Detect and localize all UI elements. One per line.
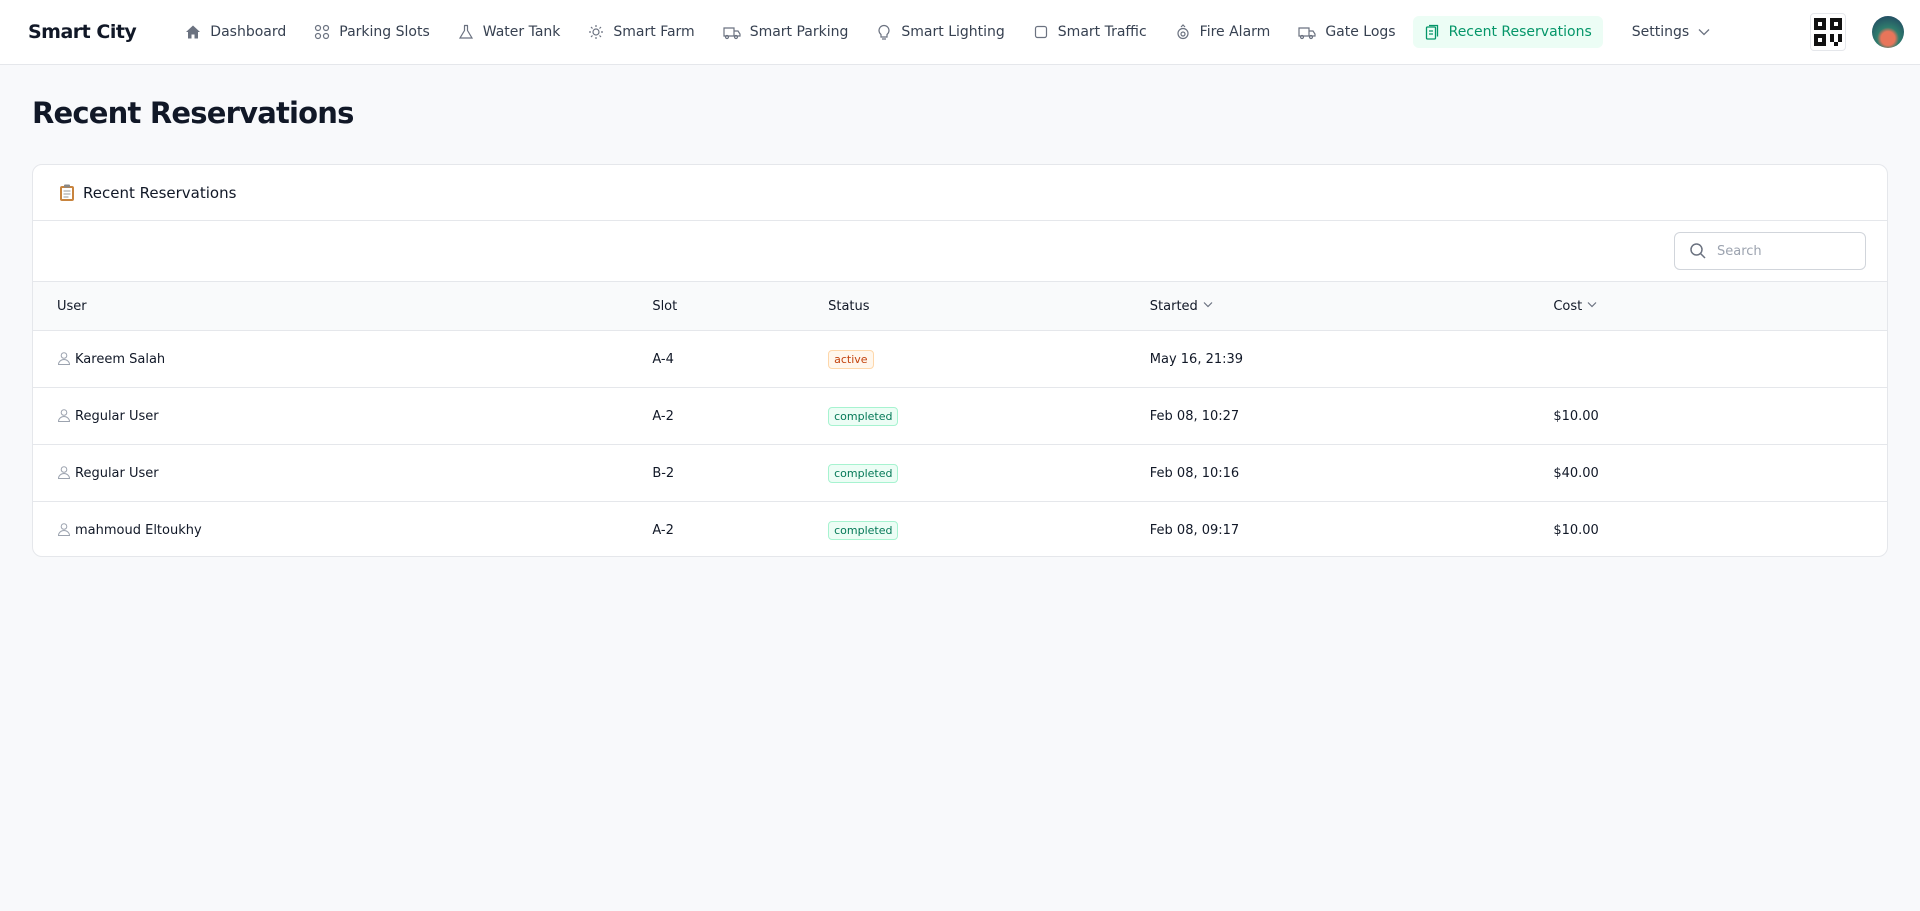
nav-label: Settings: [1631, 24, 1690, 40]
header-row: User Slot Status Started Cost: [33, 281, 1887, 331]
page-title: Recent Reservations: [32, 96, 354, 130]
table-cell: active: [828, 330, 1150, 388]
column-header: Slot: [652, 281, 829, 331]
table-cell: Kareem Salah: [33, 330, 653, 388]
clipboard-icon: [60, 184, 74, 201]
table-cell: Regular User: [33, 387, 653, 445]
nav-label: Dashboard: [210, 24, 287, 40]
cost: $10.00: [1553, 408, 1599, 424]
table-cell: B-2: [652, 444, 829, 502]
table-cell: May 16, 21:39: [1149, 330, 1554, 388]
cost: $40.00: [1553, 465, 1599, 481]
nav-label: Smart Farm: [613, 24, 695, 40]
table-cell: A-2: [652, 387, 829, 445]
brand[interactable]: Smart City: [28, 21, 137, 43]
navbar: Smart City Dashboard Parking Slots Water T…: [0, 0, 1920, 65]
search-placeholder: Search: [1717, 243, 1762, 259]
table-cell: Regular User: [33, 444, 653, 502]
status-badge: completed: [828, 406, 899, 426]
table-row: Kareem Salah A-4 active May 16, 21:39: [33, 330, 1887, 388]
nav-item[interactable]: Settings: [1621, 16, 1721, 48]
user-name: Regular User: [75, 466, 159, 481]
slot: A-2: [652, 522, 674, 538]
user-name: Regular User: [75, 409, 159, 424]
nav-item[interactable]: Smart Farm: [577, 16, 705, 48]
status-badge: completed: [828, 463, 899, 483]
table-row: mahmoud Eltoukhy A-2 completed Feb 08, 09:1…: [33, 502, 1887, 557]
started: Feb 08, 09:17: [1149, 522, 1240, 538]
nav-label: Water Tank: [482, 24, 561, 40]
table-cell: completed: [828, 502, 1150, 557]
table-cell: $10.00: [1553, 387, 1887, 445]
column-label: User: [57, 298, 87, 314]
table-cell: mahmoud Eltoukhy: [33, 502, 652, 557]
nav-label: Recent Reservations: [1448, 24, 1592, 40]
cost: $10.00: [1553, 522, 1599, 538]
nav-item[interactable]: Parking Slots: [303, 16, 440, 48]
column-label: Status: [828, 298, 870, 314]
nav-label: Smart Lighting: [901, 24, 1005, 40]
nav-item[interactable]: Water Tank: [447, 16, 572, 48]
nav-item[interactable]: Dashboard: [174, 16, 297, 48]
nav-label: Fire Alarm: [1199, 24, 1271, 40]
table-cell: $10.00: [1553, 502, 1887, 557]
slot: A-4: [652, 351, 674, 367]
qr-code[interactable]: [1810, 13, 1846, 51]
slot: A-2: [652, 408, 674, 424]
nav-label: Parking Slots: [339, 24, 430, 40]
column-label: Started: [1149, 298, 1198, 314]
table-cell: A-4: [652, 330, 829, 388]
slot: B-2: [652, 465, 675, 481]
table-cell: Feb 08, 10:27: [1149, 387, 1554, 445]
nav-item[interactable]: Gate Logs: [1287, 16, 1406, 48]
table-cell: completed: [828, 444, 1150, 502]
column-header[interactable]: Cost: [1553, 281, 1887, 331]
nav-label: Smart Parking: [749, 24, 849, 40]
table-row: Regular User B-2 completed Feb 08, 10:16 $40…: [33, 444, 1887, 502]
nav-item[interactable]: Smart Lighting: [865, 16, 1015, 48]
table-cell: Feb 08, 10:16: [1149, 444, 1554, 502]
user-name: Kareem Salah: [75, 352, 166, 367]
column-label: Cost: [1553, 298, 1583, 314]
reservations-table: User Slot Status Started Cost Kareem Salah A-4…: [33, 281, 1887, 557]
search-input[interactable]: Search: [1674, 232, 1866, 270]
table-cell: completed: [828, 387, 1150, 445]
started: Feb 08, 10:16: [1149, 465, 1240, 481]
column-header: Status: [828, 281, 1150, 331]
user-name: mahmoud Eltoukhy: [75, 523, 202, 539]
nav-item[interactable]: Fire Alarm: [1164, 16, 1282, 48]
nav-label: Gate Logs: [1325, 24, 1396, 40]
status-badge: active: [828, 349, 874, 369]
table-cell: A-2: [652, 502, 828, 557]
table-cell: [1553, 330, 1887, 388]
reservations-card: Recent Reservations Search User Slot Statu…: [32, 164, 1888, 557]
column-header: User: [33, 281, 653, 331]
user-avatar[interactable]: [1872, 16, 1904, 48]
nav-label: Smart Traffic: [1057, 24, 1147, 40]
column-header[interactable]: Started: [1149, 281, 1554, 331]
started: May 16, 21:39: [1149, 351, 1244, 367]
nav-item[interactable]: Smart Traffic: [1022, 16, 1158, 48]
status-badge: completed: [828, 520, 899, 540]
nav-item[interactable]: Smart Parking: [712, 16, 860, 48]
started: Feb 08, 10:27: [1149, 408, 1240, 424]
column-label: Slot: [652, 298, 678, 314]
nav-item[interactable]: Recent Reservations: [1412, 16, 1603, 48]
card-header: Recent Reservations: [33, 165, 1887, 221]
table-body: Kareem Salah A-4 active May 16, 21:39 Regula…: [33, 330, 1887, 557]
table-cell: $40.00: [1553, 444, 1887, 502]
toolbar: Search: [33, 221, 1887, 281]
card-title: Recent Reservations: [83, 183, 237, 202]
table-row: Regular User A-2 completed Feb 08, 10:27 $10…: [33, 387, 1887, 445]
table-cell: Feb 08, 09:17: [1149, 502, 1554, 557]
nav-items: Dashboard Parking Slots Water Tank Smart Fa…: [174, 16, 1721, 48]
